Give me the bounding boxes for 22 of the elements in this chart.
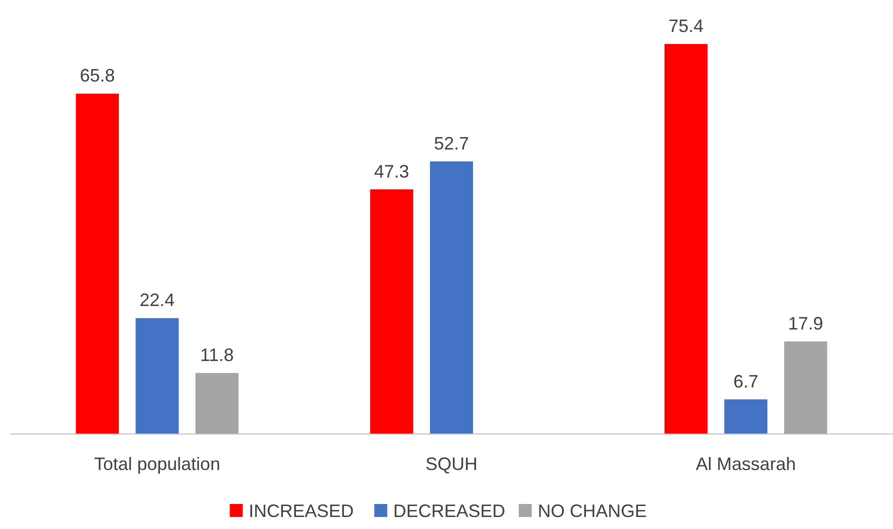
x-tick-label: SQUH (425, 454, 478, 474)
x-tick-label: Al Massarah (696, 454, 796, 474)
bar (430, 161, 474, 434)
legend-label: DECREASED (393, 501, 506, 521)
data-label: 52.7 (434, 133, 470, 154)
data-label: 75.4 (668, 16, 704, 36)
legend-label: NO CHANGE (538, 501, 647, 521)
bar (784, 341, 828, 434)
bar (370, 189, 414, 434)
bar (724, 399, 768, 434)
x-tick-label: Total population (94, 454, 220, 474)
data-label: 47.3 (374, 161, 410, 182)
bar (195, 372, 239, 434)
data-label: 11.8 (200, 344, 234, 365)
data-label: 17.9 (788, 313, 824, 334)
data-label: 65.8 (80, 66, 115, 86)
bar (136, 318, 179, 434)
data-label: 6.7 (733, 371, 758, 392)
bar (76, 94, 119, 434)
data-label: 22.4 (140, 290, 175, 310)
legend-label: INCREASED (248, 501, 354, 521)
bar (664, 44, 708, 434)
